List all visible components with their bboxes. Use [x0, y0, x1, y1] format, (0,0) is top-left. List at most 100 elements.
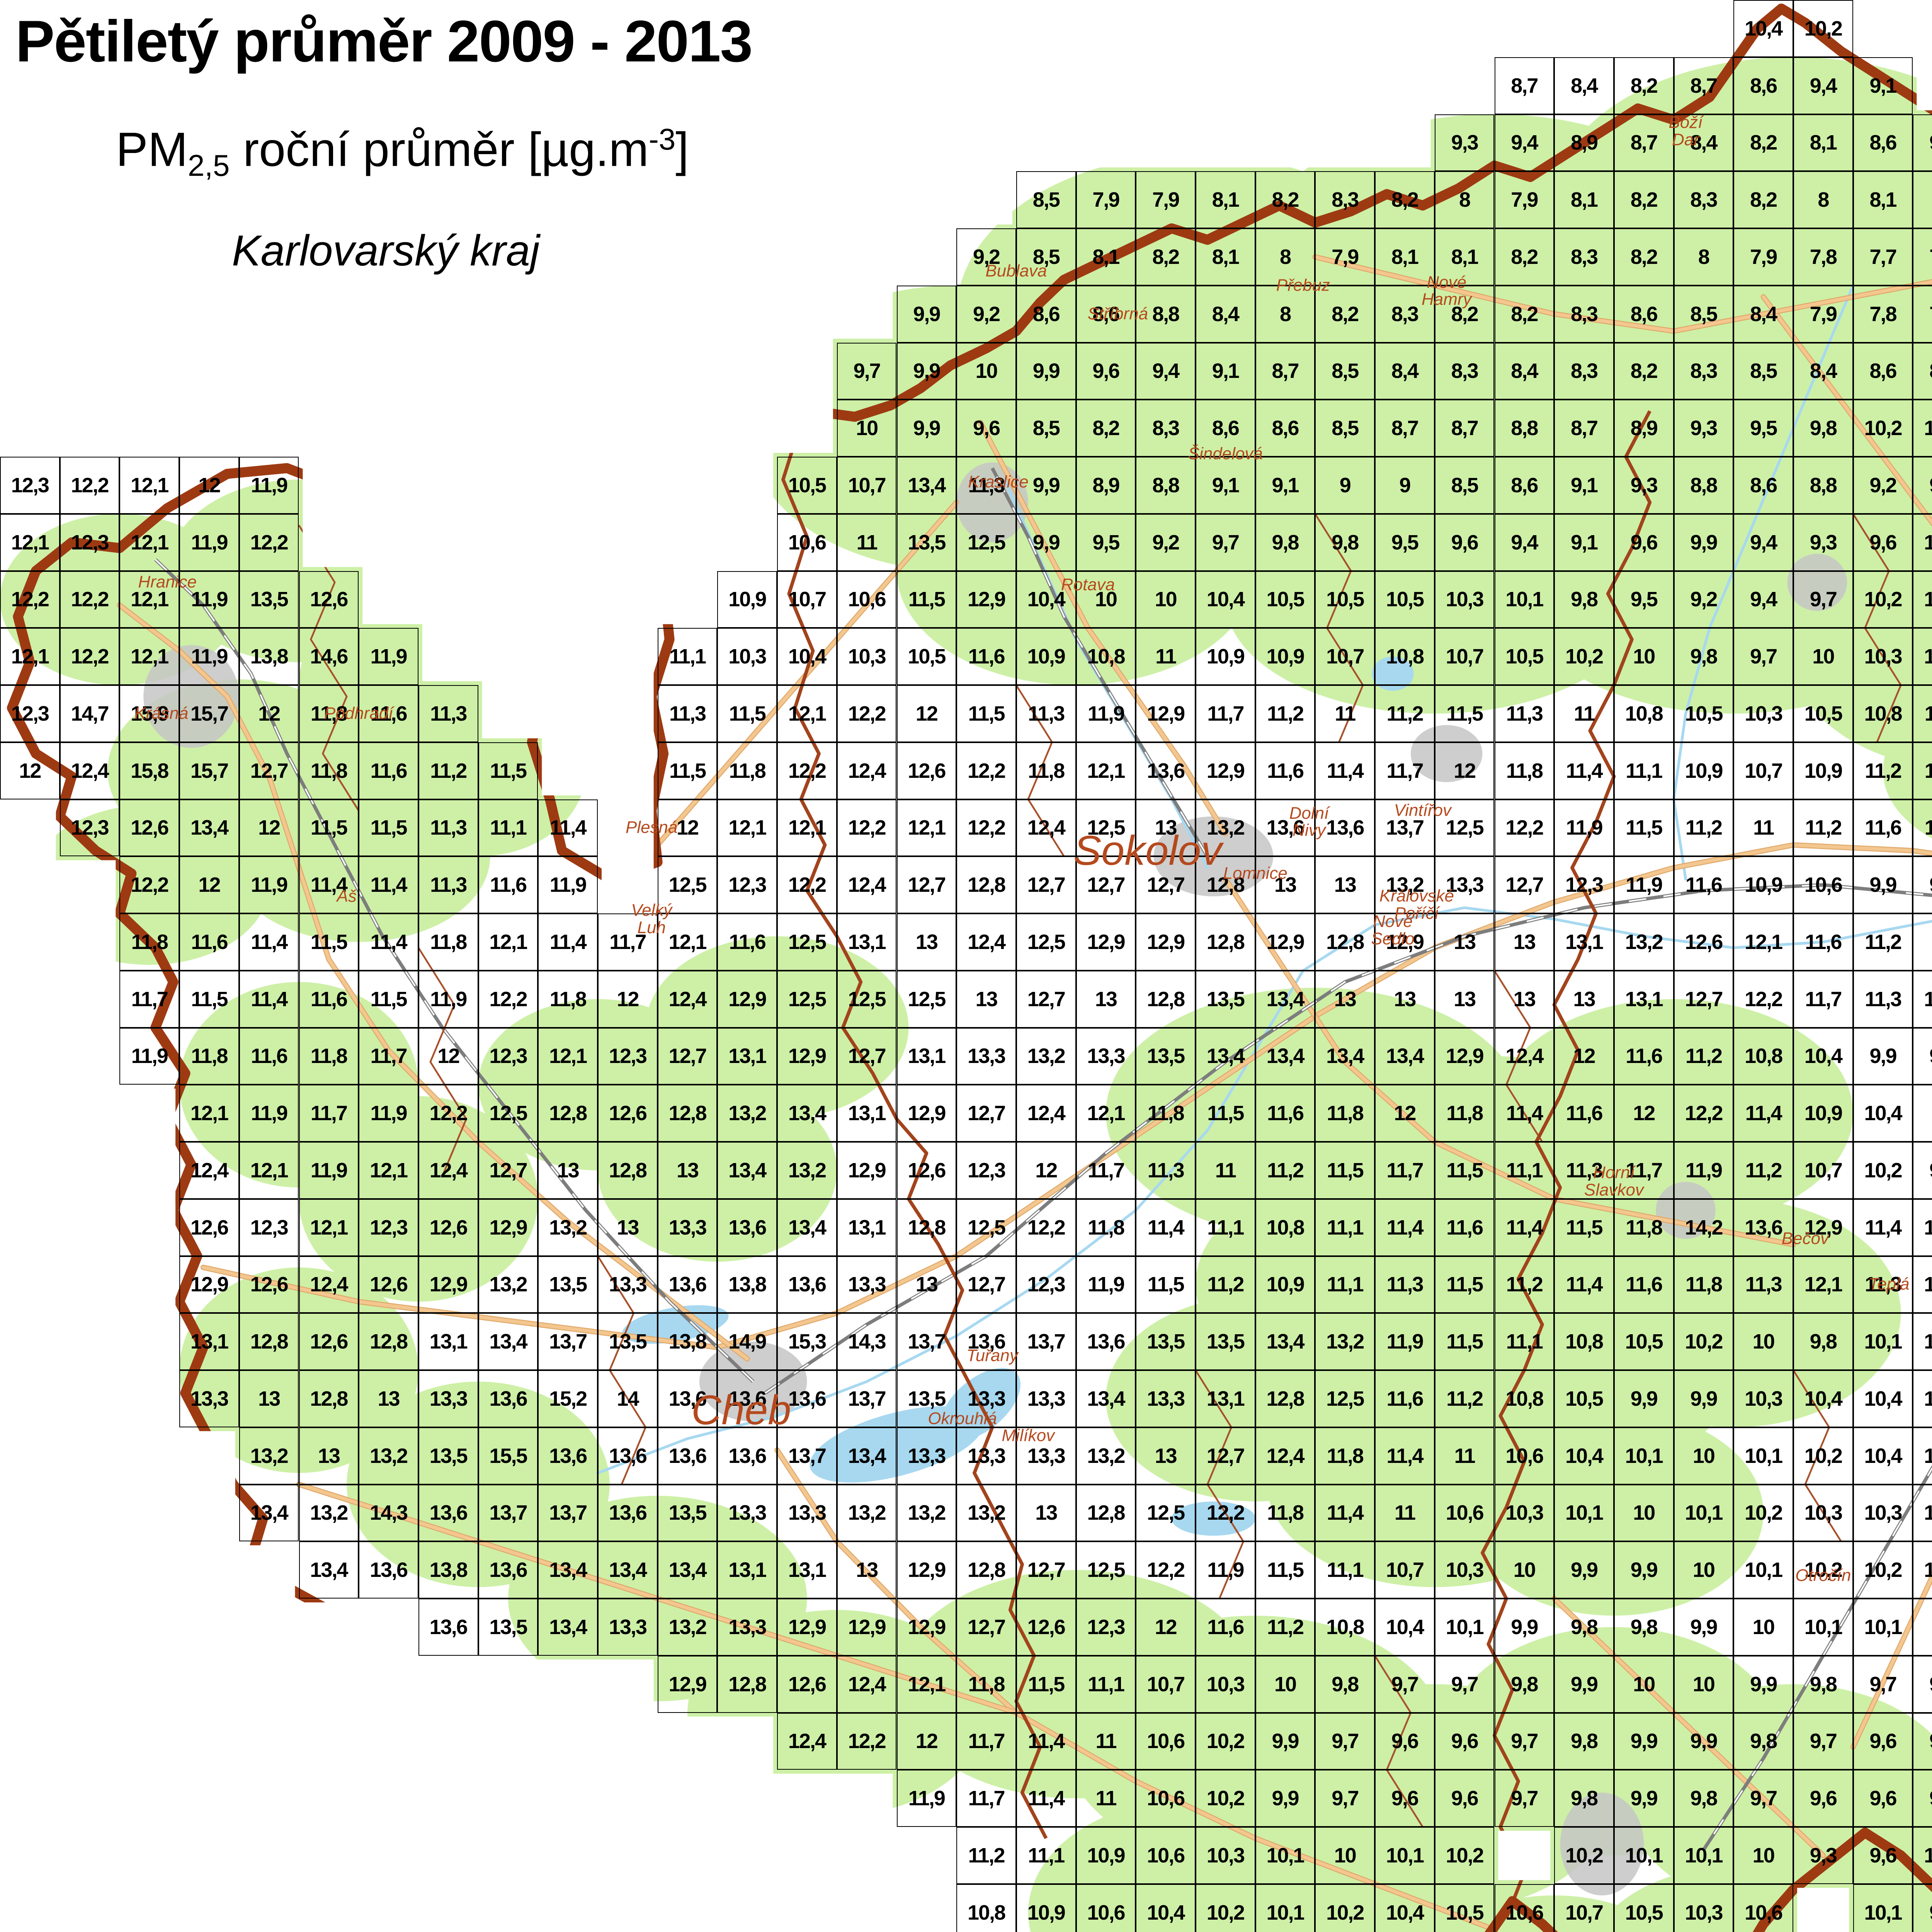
grid-cell: 12,1 [119, 571, 180, 628]
grid-cell: 13,4 [896, 457, 957, 514]
grid-cell: 8,6 [1733, 57, 1793, 114]
grid-cell: 12,1 [1076, 742, 1136, 799]
grid-cell: 8,2 [1733, 171, 1793, 228]
grid-cell: 12,1 [717, 799, 777, 857]
grid-cell: 9,3 [1614, 457, 1674, 514]
grid-cell: 8,9 [1614, 400, 1674, 457]
grid-cell: 8 [1434, 171, 1495, 228]
grid-cell: 9,6 [956, 400, 1016, 457]
grid-cell: 12,2 [60, 628, 120, 685]
grid-cell: 10 [1136, 571, 1196, 628]
grid-cell: 12,1 [777, 799, 837, 857]
grid-cell: 8,2 [1136, 228, 1196, 286]
grid-cell: 11,5 [359, 970, 418, 1028]
grid-cell: 11,4 [239, 913, 299, 971]
grid-cell: 10,6 [777, 514, 837, 571]
grid-cell: 9,7 [837, 342, 897, 400]
grid-cell: 13,6 [1315, 799, 1375, 857]
grid-cell: 8,7 [1375, 400, 1435, 457]
grid-cell: 8,1 [1196, 228, 1255, 286]
grid-cell: 12,1 [538, 1027, 598, 1085]
grid-cell: 12,1 [1076, 1085, 1136, 1142]
grid-cell: 13 [657, 1142, 718, 1199]
grid-cell: 15,7 [179, 685, 239, 742]
grid-cell: 8,4 [1673, 114, 1734, 172]
grid-cell: 13,5 [538, 1256, 598, 1313]
grid-cell: 10,8 [1076, 628, 1136, 685]
grid-cell: 12,9 [1434, 1027, 1495, 1085]
grid-cell: 12,5 [1016, 913, 1076, 971]
grid-cell: 8,1 [1793, 114, 1853, 172]
grid-cell: 8,5 [1315, 342, 1375, 400]
grid-cell: 11,8 [299, 685, 359, 742]
grid-cell: 9,8 [1793, 400, 1853, 457]
grid-cell: 8,8 [1136, 457, 1196, 514]
grid-cell: 13,3 [1434, 856, 1495, 913]
grid-cell: 11,7 [299, 1085, 359, 1142]
grid-cell: 12,4 [418, 1142, 478, 1199]
grid-cell: 13,6 [1255, 799, 1315, 857]
grid-cell: 9,2 [1673, 571, 1734, 628]
grid-cell: 12,2 [956, 742, 1016, 799]
grid-cell: 12,6 [1673, 913, 1734, 971]
grid-cell: 11,2 [1255, 1142, 1315, 1199]
grid-cell: 8,2 [1255, 171, 1315, 228]
grid-cell: 11,7 [119, 970, 180, 1028]
grid-cell: 12,4 [837, 856, 897, 913]
grid-cell: 8,5 [1016, 228, 1076, 286]
grid-cell: 8,8 [1494, 400, 1554, 457]
grid-cell: 8,1 [1853, 171, 1913, 228]
grid-cell: 9,3 [1793, 514, 1853, 571]
grid-cell: 9,2 [956, 228, 1016, 286]
town-label: Tuřany [966, 1346, 1018, 1365]
grid-cell: 13,2 [478, 1256, 538, 1313]
grid-cell: 12,9 [1793, 1199, 1853, 1256]
grid-cell: 8,5 [1733, 342, 1793, 400]
grid-cell: 11,2 [1673, 1027, 1734, 1085]
grid-cell: 12 [179, 856, 239, 913]
grid-cell: 10,9 [1016, 628, 1076, 685]
grid-cell: 12,4 [1494, 1027, 1554, 1085]
grid-cell: 12,3 [60, 514, 120, 571]
grid-cell: 10 [1076, 571, 1136, 628]
grid-cell: 12 [1614, 1085, 1674, 1142]
grid-cell: 8,6 [1076, 285, 1136, 343]
grid-cell: 12,5 [1076, 799, 1136, 857]
grid-cell: 11,9 [239, 457, 299, 514]
grid-cell: 11,7 [359, 1027, 418, 1085]
grid-cell: 7,7 [1853, 228, 1913, 286]
grid-cell: 11,6 [1554, 1085, 1614, 1142]
grid-cell: 13,1 [1554, 913, 1614, 971]
grid-cell: 13,7 [1375, 799, 1435, 857]
subtitle-prefix: PM [116, 123, 188, 177]
grid-cell: 10,7 [777, 571, 837, 628]
grid-cell: 13 [1315, 970, 1375, 1028]
grid-cell: 8,5 [1434, 457, 1495, 514]
grid-cell: 11,8 [119, 913, 180, 971]
grid-cell: 8,5 [1016, 171, 1076, 228]
grid-cell: 10,5 [1255, 571, 1315, 628]
city-label: Sokolov [1073, 827, 1222, 874]
grid-cell: 12,3 [0, 457, 60, 514]
grid-cell: 12,5 [478, 1085, 538, 1142]
grid-cell: 13,2 [1196, 799, 1255, 857]
grid-cell: 11,2 [1375, 685, 1435, 742]
grid-cell: 12,3 [1016, 1256, 1076, 1313]
grid-cell: 8,1 [1375, 228, 1435, 286]
grid-cell: 8,2 [1494, 285, 1554, 343]
grid-cell: 8,6 [1255, 400, 1315, 457]
grid-cell: 8,2 [1614, 228, 1674, 286]
grid-cell: 12,7 [1076, 856, 1136, 913]
grid-cell: 13,2 [777, 1142, 837, 1199]
grid-cell: 12,9 [717, 970, 777, 1028]
grid-cell: 11,2 [1255, 685, 1315, 742]
grid-cell: 7,9 [1494, 171, 1554, 228]
grid-cell: 11,8 [717, 742, 777, 799]
grid-cell: 7,9 [1315, 228, 1375, 286]
grid-cell: 12,2 [777, 742, 837, 799]
grid-cell: 11,5 [478, 742, 538, 799]
grid-cell: 11,4 [1315, 742, 1375, 799]
grid-cell: 12,9 [896, 1085, 957, 1142]
town-label: Velký Luh [631, 900, 672, 937]
town-label: Boží Dar [1668, 112, 1703, 149]
